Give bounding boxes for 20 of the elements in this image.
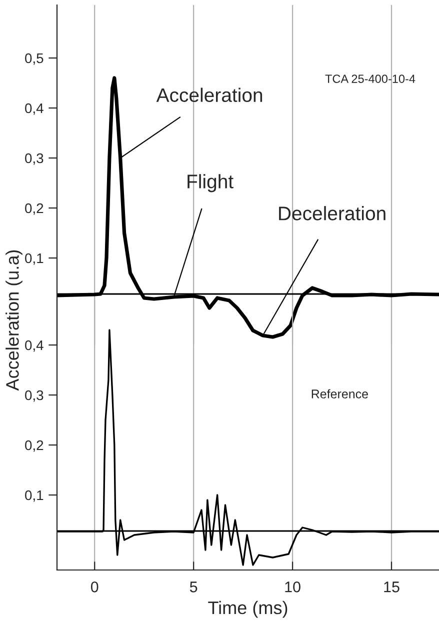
x-tick-label: 5 xyxy=(190,582,198,592)
y-tick-label: 0,3 xyxy=(25,390,44,402)
x-axis-title: Time (ms) xyxy=(208,600,288,618)
annotation: Deceleration xyxy=(279,206,386,220)
y-tick-label: 0,4 xyxy=(25,103,44,115)
annotation: Flight xyxy=(188,174,234,192)
y-tick-label: 0,2 xyxy=(25,203,44,215)
x-tick-label: 10 xyxy=(285,582,300,592)
annotation: TCA 25-400-10-4 xyxy=(325,74,416,83)
annotation: Reference xyxy=(312,389,368,398)
y-tick-label: 0,1 xyxy=(25,253,44,265)
annotation: Acceleration xyxy=(156,88,262,102)
x-tick-label: 15 xyxy=(384,582,400,592)
y-tick-label: 0,2 xyxy=(25,440,44,452)
y-tick-label: 0,4 xyxy=(25,340,44,352)
y-tick-label: 0,5 xyxy=(25,53,44,65)
y-axis-title: Acceleration (u.a) xyxy=(6,250,22,391)
y-tick-label: 0,3 xyxy=(25,153,44,165)
x-tick-label: 0 xyxy=(90,582,98,592)
y-tick-label: 0,1 xyxy=(25,490,44,502)
